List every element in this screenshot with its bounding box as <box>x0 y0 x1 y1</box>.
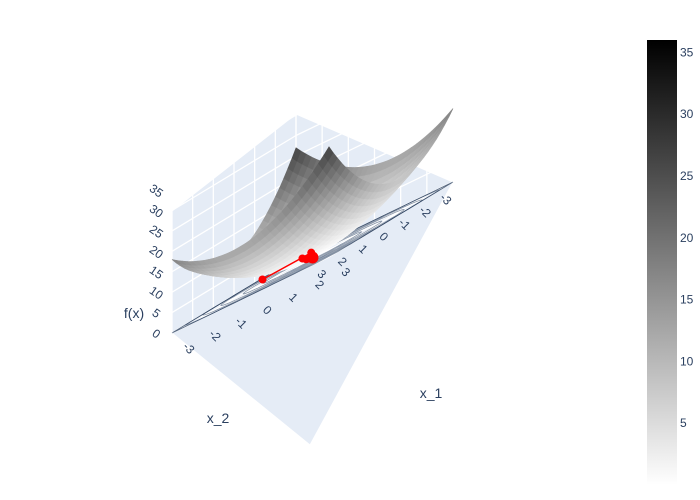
colorbar-ticks: 5 10 15 20 25 30 35 <box>680 45 694 430</box>
z-tick-label: 25 <box>147 222 166 241</box>
colorbar-tick-label: 5 <box>680 416 687 430</box>
path-point <box>307 252 319 264</box>
colorbar-tick-label: 20 <box>680 231 694 245</box>
x2-axis-title: x_2 <box>207 410 230 426</box>
colorbar-tick-label: 10 <box>680 354 694 368</box>
path-point <box>259 275 267 283</box>
z-tick-label: 5 <box>150 306 164 321</box>
z-tick-label: 15 <box>147 263 166 282</box>
x1-axis-title: x_1 <box>420 385 443 401</box>
z-tick-label: 30 <box>147 202 166 221</box>
colorbar-tick-label: 30 <box>680 107 694 121</box>
colorbar-tick-label: 15 <box>680 293 694 307</box>
z-tick-label: 20 <box>147 242 166 261</box>
z-tick-label: 10 <box>147 283 166 302</box>
colorbar: 5 10 15 20 25 30 35 <box>647 40 694 485</box>
colorbar-tick-label: 35 <box>680 45 694 59</box>
colorbar-gradient <box>647 40 677 485</box>
colorbar-tick-label: 25 <box>680 169 694 183</box>
z-tick-label: 0 <box>150 326 164 341</box>
z-tick-label: 35 <box>147 181 166 200</box>
z-axis-title: f(x) <box>124 305 144 321</box>
